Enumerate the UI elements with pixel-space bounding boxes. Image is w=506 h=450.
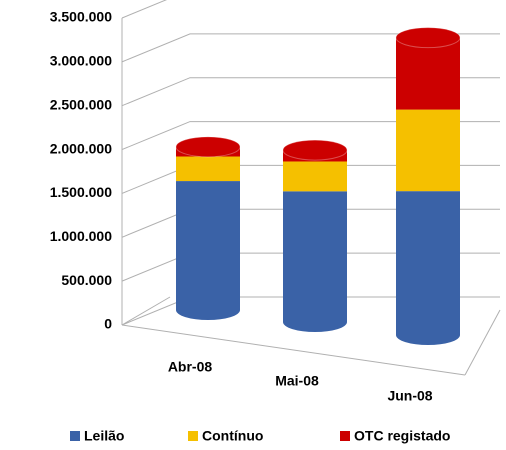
bar-segment: [283, 161, 347, 192]
y-tick-label: 2.000.000: [50, 140, 112, 156]
grid-line: [121, 0, 168, 19]
y-tick-label: 1.000.000: [50, 228, 112, 244]
legend-swatch: [188, 431, 198, 441]
bar-segment: [396, 191, 460, 335]
axis-line: [464, 309, 501, 376]
legend-label: Leilão: [84, 428, 124, 444]
y-tick-label: 2.500.000: [50, 96, 112, 112]
grid-line: [121, 33, 500, 63]
legend-label: Contínuo: [202, 428, 263, 444]
y-tick-label: 1.500.000: [50, 184, 112, 200]
bar-segment: [396, 109, 460, 192]
bar-segment: [176, 156, 240, 182]
cylinder-cap: [395, 27, 461, 49]
y-tick-label: 0: [104, 316, 112, 332]
x-tick-label: Jun-08: [387, 388, 432, 404]
cylinder-cap: [175, 136, 241, 158]
x-tick-label: Mai-08: [275, 373, 319, 389]
y-tick-label: 3.500.000: [50, 9, 112, 25]
y-tick-label: 3.000.000: [50, 53, 112, 69]
y-tick-label: 500.000: [61, 272, 112, 288]
bar-segment: [283, 191, 347, 322]
legend-label: OTC registado: [354, 428, 450, 444]
legend-swatch: [340, 431, 350, 441]
bar-segment: [176, 181, 240, 310]
cylinder-cap: [282, 139, 348, 161]
x-tick-label: Abr-08: [168, 359, 213, 375]
axis-line: [121, 324, 466, 376]
legend-swatch: [70, 431, 80, 441]
bar-segment: [396, 37, 460, 110]
axis-line: [121, 296, 171, 326]
